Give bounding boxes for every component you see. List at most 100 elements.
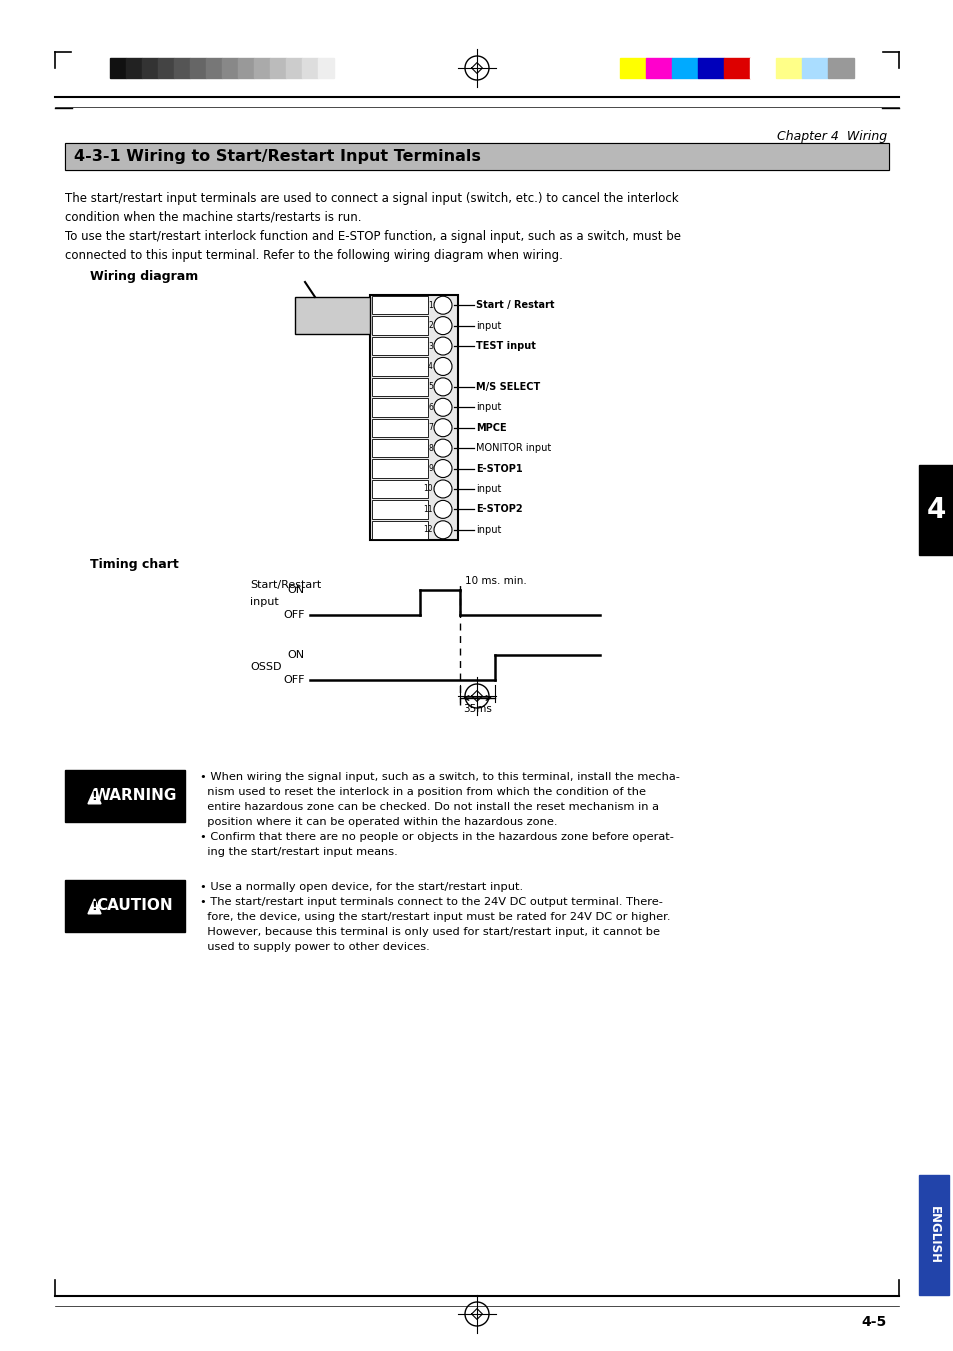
Text: 4: 4 <box>428 362 433 372</box>
Bar <box>372 500 428 519</box>
Bar <box>65 770 185 821</box>
Text: 10: 10 <box>423 485 433 493</box>
Circle shape <box>434 500 452 519</box>
Bar <box>65 143 888 170</box>
Circle shape <box>434 459 452 477</box>
Text: 5: 5 <box>428 382 433 392</box>
Text: 10 ms. min.: 10 ms. min. <box>464 576 526 586</box>
Text: input: input <box>250 597 278 607</box>
Polygon shape <box>88 789 101 804</box>
Text: input: input <box>476 320 501 331</box>
Bar <box>126 58 142 78</box>
Circle shape <box>434 358 452 376</box>
Text: • Confirm that there are no people or objects in the hazardous zone before opera: • Confirm that there are no people or ob… <box>200 832 673 842</box>
Bar <box>237 58 253 78</box>
Bar <box>671 58 698 78</box>
Text: CAUTION: CAUTION <box>96 898 173 913</box>
Text: Start / Restart: Start / Restart <box>476 300 554 311</box>
Text: 4: 4 <box>925 496 944 524</box>
Text: To use the start/restart interlock function and E-STOP function, a signal input,: To use the start/restart interlock funct… <box>65 230 680 262</box>
Circle shape <box>434 439 452 457</box>
Bar <box>286 58 302 78</box>
Polygon shape <box>88 898 101 913</box>
Text: input: input <box>476 524 501 535</box>
Circle shape <box>434 399 452 416</box>
Bar <box>173 58 190 78</box>
Bar <box>253 58 270 78</box>
Bar <box>372 459 428 478</box>
Text: 9: 9 <box>428 463 433 473</box>
Text: TEST input: TEST input <box>476 340 536 351</box>
Bar <box>110 58 126 78</box>
Bar <box>372 399 428 416</box>
Text: position where it can be operated within the hazardous zone.: position where it can be operated within… <box>200 817 557 827</box>
Bar <box>222 58 237 78</box>
Text: 8: 8 <box>428 443 433 453</box>
Text: input: input <box>476 403 501 412</box>
Bar <box>749 58 775 78</box>
Bar <box>801 58 827 78</box>
Circle shape <box>434 378 452 396</box>
Circle shape <box>434 480 452 499</box>
Bar <box>372 336 428 355</box>
Text: nism used to reset the interlock in a position from which the condition of the: nism used to reset the interlock in a po… <box>200 788 645 797</box>
Text: ing the start/restart input means.: ing the start/restart input means. <box>200 847 397 857</box>
Bar <box>827 58 853 78</box>
Bar <box>270 58 286 78</box>
Bar <box>317 58 334 78</box>
Text: 4-5: 4-5 <box>861 1315 886 1329</box>
Circle shape <box>434 336 452 355</box>
Bar <box>775 58 801 78</box>
Bar <box>645 58 671 78</box>
Text: Chapter 4  Wiring: Chapter 4 Wiring <box>776 130 886 143</box>
Text: entire hazardous zone can be checked. Do not install the reset mechanism in a: entire hazardous zone can be checked. Do… <box>200 802 659 812</box>
Bar <box>372 480 428 499</box>
Text: Timing chart: Timing chart <box>90 558 178 571</box>
Bar <box>158 58 173 78</box>
Text: ON: ON <box>288 650 305 661</box>
Bar <box>370 295 457 540</box>
Text: 2: 2 <box>428 322 433 330</box>
Text: 12: 12 <box>423 526 433 534</box>
Bar <box>206 58 222 78</box>
Text: 11: 11 <box>423 505 433 513</box>
Bar <box>65 880 185 932</box>
Text: The start/restart input terminals are used to connect a signal input (switch, et: The start/restart input terminals are us… <box>65 192 678 223</box>
Text: fore, the device, using the start/restart input must be rated for 24V DC or high: fore, the device, using the start/restar… <box>200 912 670 921</box>
Text: However, because this terminal is only used for start/restart input, it cannot b: However, because this terminal is only u… <box>200 927 659 938</box>
Bar <box>372 520 428 539</box>
Text: OFF: OFF <box>283 611 305 620</box>
Bar <box>698 58 723 78</box>
Bar <box>372 419 428 436</box>
Text: ENGLISH: ENGLISH <box>926 1206 940 1265</box>
Text: E-STOP1: E-STOP1 <box>476 463 522 474</box>
Text: Start/Restart: Start/Restart <box>250 580 321 590</box>
Circle shape <box>434 316 452 335</box>
Text: • When wiring the signal input, such as a switch, to this terminal, install the : • When wiring the signal input, such as … <box>200 771 679 782</box>
Text: ON: ON <box>288 585 305 594</box>
Text: 1: 1 <box>428 301 433 309</box>
Text: 6: 6 <box>428 403 433 412</box>
Text: Wiring diagram: Wiring diagram <box>90 270 198 282</box>
Text: 3: 3 <box>428 342 433 350</box>
Text: 7: 7 <box>428 423 433 432</box>
Text: MPCE: MPCE <box>476 423 506 432</box>
Bar <box>372 357 428 376</box>
Text: !: ! <box>91 900 97 913</box>
Bar <box>372 378 428 396</box>
Text: • The start/restart input terminals connect to the 24V DC output terminal. There: • The start/restart input terminals conn… <box>200 897 662 907</box>
Bar <box>918 465 953 555</box>
Text: used to supply power to other devices.: used to supply power to other devices. <box>200 942 429 952</box>
Text: WARNING: WARNING <box>93 789 176 804</box>
Text: OSSD: OSSD <box>250 662 281 673</box>
Circle shape <box>434 296 452 315</box>
Bar <box>294 297 370 334</box>
Text: 4-3-1 Wiring to Start/Restart Input Terminals: 4-3-1 Wiring to Start/Restart Input Term… <box>74 150 480 165</box>
Text: • Use a normally open device, for the start/restart input.: • Use a normally open device, for the st… <box>200 882 522 892</box>
Bar <box>723 58 749 78</box>
Text: 35ms: 35ms <box>462 704 492 713</box>
Bar <box>142 58 158 78</box>
Bar <box>918 1175 948 1296</box>
Bar <box>302 58 317 78</box>
Bar <box>619 58 645 78</box>
